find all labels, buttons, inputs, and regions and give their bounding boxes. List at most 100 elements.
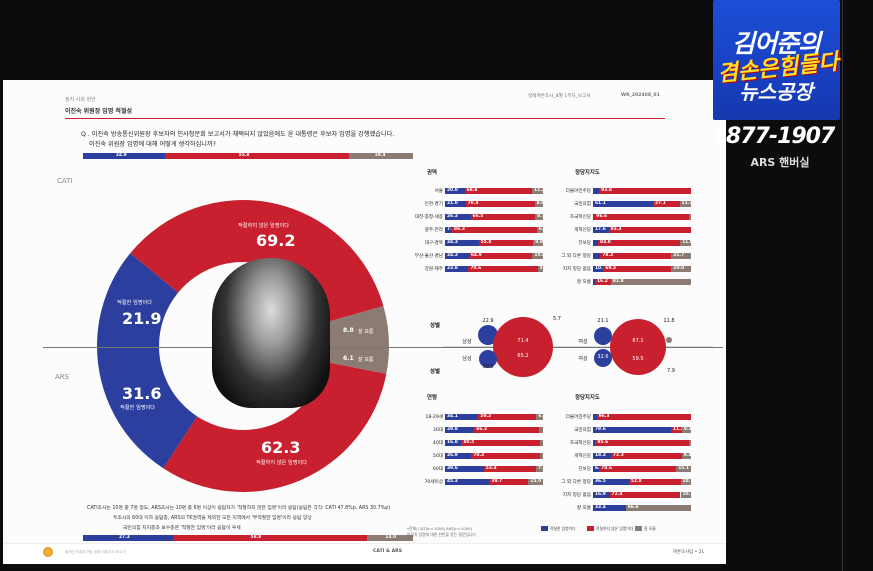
cati-inappropriate-value: 69.2 xyxy=(256,231,296,250)
region-bar-value: 68.8 xyxy=(466,188,478,193)
region-bar-seg: 34.3 xyxy=(445,240,479,246)
region-bar-value: 70.4 xyxy=(467,201,479,206)
question-line-1: Q . 이진숙 방송통신위원장 후보자의 인사청문회 보고서가 채택되지 않았음… xyxy=(81,131,395,138)
male-cati-dk-value: 5.7 xyxy=(553,316,561,322)
report-slide: 정치·사회 현안 이진숙 위원장 임명 적절성 정례여론조사_8월 1주차_보고… xyxy=(3,80,726,564)
age-bar-seg: 6.7 xyxy=(536,414,546,420)
party-cati-row-label: 지지 정당 없음 xyxy=(562,267,591,272)
party-ars-bar-seg: 6.3 xyxy=(593,466,603,472)
party-cati-row-label: 국민의힘 xyxy=(574,202,591,207)
party-ars-bars: 더불어민주당 96.3 국민의힘 79.6 11.2 9.3 조국혁신당 95.6 개혁신당 18… xyxy=(543,414,693,524)
party-cati-bar-value: 17.6 xyxy=(595,227,606,232)
party-cati-bar-seg xyxy=(688,214,691,220)
party-cati-bar-seg: 96.6 xyxy=(594,214,689,220)
region-bar-seg: 20.0 xyxy=(445,188,465,194)
female-label-top: 여성 xyxy=(578,338,587,345)
top-bar-label-1: 55.8 xyxy=(238,153,250,158)
female-ars-dk-value: 7.9 xyxy=(667,368,675,374)
logo-sub: ARS 핸버실 xyxy=(750,156,810,169)
footnote-2: 이진숙 임명에 대한 찬반을 묻는 질문입니다 xyxy=(407,532,476,537)
cati-inappropriate-label: 적절하지 않은 임명이다 xyxy=(238,223,290,229)
region-row-label: 대전·충청·세종 xyxy=(414,215,443,220)
region-bar-seg: 23.8 xyxy=(445,266,469,272)
age-bar-value: 26.9 xyxy=(447,453,458,458)
party-cati-bar-seg: 81.8 xyxy=(610,279,691,285)
ars-slice-0 xyxy=(97,346,198,469)
region-bar-value: 70.6 xyxy=(470,266,482,271)
person-photo xyxy=(212,258,330,408)
party-ars-bar-value: 6.3 xyxy=(595,466,603,472)
age-bar-seg: 7.0 xyxy=(536,466,546,472)
top-stack-bar: 24.9 55.8 19.4 xyxy=(83,153,413,159)
region-bars: 서울 20.0 68.8 11.2 인천·경기 21.0 70.4 8.6 대전·충청·세종 26… xyxy=(395,188,547,284)
male-inappropriate-bubble xyxy=(493,317,553,377)
party-cati-bar-seg xyxy=(593,253,601,259)
channel-logo-box xyxy=(713,0,840,120)
region-bar-seg: 10.8 xyxy=(532,253,546,259)
donut-divider xyxy=(43,347,723,348)
age-row-label: 50대 xyxy=(432,454,443,459)
male-cati-appropriate-value: 22.9 xyxy=(482,318,493,324)
male-label-bottom: 남성 xyxy=(462,355,471,362)
age-bar-value: 16.8 xyxy=(447,440,458,445)
age-bar-seg: 80.5 xyxy=(461,440,541,446)
region-bar-seg: 70.4 xyxy=(465,201,535,207)
party-cati-bar-value: 20.0 xyxy=(673,266,685,271)
female-cati-appropriate-value: 21.1 xyxy=(597,318,608,324)
party-ars-bar-value: 10.7 xyxy=(682,492,694,497)
region-row-label: 부산·울산·경남 xyxy=(414,254,443,259)
party-ars-row-label: 그 외 다른 정당 xyxy=(561,480,591,485)
female-inappropriate-bubble xyxy=(610,319,666,375)
region-bar-seg: 64.9 xyxy=(468,253,533,259)
region-bar-seg: 9.9 xyxy=(533,240,543,246)
female-cati-appropriate-bubble xyxy=(594,327,612,345)
region-row-label: 광주·전라 xyxy=(424,228,443,233)
region-bar-value: 20.0 xyxy=(447,188,458,193)
region-bar-value: 8.6 xyxy=(536,201,545,206)
party-ars-bar-seg: 72.4 xyxy=(609,492,681,498)
age-bar-value: 7.0 xyxy=(538,466,546,471)
party-ars-bar-value: 96.3 xyxy=(598,414,610,419)
party-cati-bar-seg: 20.0 xyxy=(671,266,691,272)
cati-slice-2 xyxy=(323,306,389,346)
party-ars-bar-value: 10.7 xyxy=(682,479,694,484)
age-bar-value: 39.6 xyxy=(447,466,458,471)
male-ars-appropriate-value: 30.5 xyxy=(482,364,493,370)
party-cati-bar-value: 78.3 xyxy=(602,253,614,258)
age-bar-seg: 66.3 xyxy=(474,427,540,433)
age-bar-seg: 16.8 xyxy=(445,440,462,446)
age-bar-seg xyxy=(540,440,543,446)
region-bar-seg: 68.8 xyxy=(464,188,533,194)
legend-swatch-dk xyxy=(635,526,642,531)
region-bar-value: 10.8 xyxy=(534,253,546,258)
cati-dk-label: 잘 모름 xyxy=(358,329,374,335)
ars-inappropriate-value: 62.3 xyxy=(261,438,301,457)
age-bar-seg: 53.4 xyxy=(483,466,537,472)
region-bar-seg: 5.6 xyxy=(537,266,547,272)
party-ars-bar-seg: 79.6 xyxy=(593,427,671,433)
doc-code: WR_202408_01 xyxy=(621,93,660,98)
age-bar-seg: 26.9 xyxy=(445,453,472,459)
legend-swatch-inappropriate xyxy=(587,526,594,531)
female-cati-dk-value: 11.8 xyxy=(663,318,674,324)
party-cati-bar-seg: 61.1 xyxy=(593,201,653,207)
party-ars-bar-value: 16.9 xyxy=(595,492,606,497)
region-bar-value: 21.0 xyxy=(447,201,458,206)
party-cati-bar-value: 69.5 xyxy=(605,266,617,271)
party-cati-bar-value: 93.8 xyxy=(601,188,612,193)
region-bar-seg: 26.3 xyxy=(445,214,471,220)
gender-title-top: 성별 xyxy=(430,323,440,329)
party-cati-row-label: 그 외 다른 정당 xyxy=(561,254,591,259)
party-ars-bar-value: 33.4 xyxy=(595,505,606,510)
age-bar-value: 53.4 xyxy=(485,466,497,471)
party-ars-bar-seg: 95.6 xyxy=(595,440,690,446)
party-ars-bar-seg: 18.3 xyxy=(593,453,611,459)
top-bar-label-0: 24.9 xyxy=(115,153,127,158)
party-ars-row-label: 진보당 xyxy=(578,467,591,472)
region-bar-value: 8.1 xyxy=(537,214,545,219)
bottom-stack-bar: 27.3 58.8 14.0 xyxy=(83,535,413,541)
top-bar-seg-1: 55.8 xyxy=(165,153,350,159)
legend-swatch-appropriate xyxy=(541,526,548,531)
region-bar-value: 7.2 xyxy=(447,227,455,232)
party-cati-bar-value: 27.1 xyxy=(654,201,666,206)
